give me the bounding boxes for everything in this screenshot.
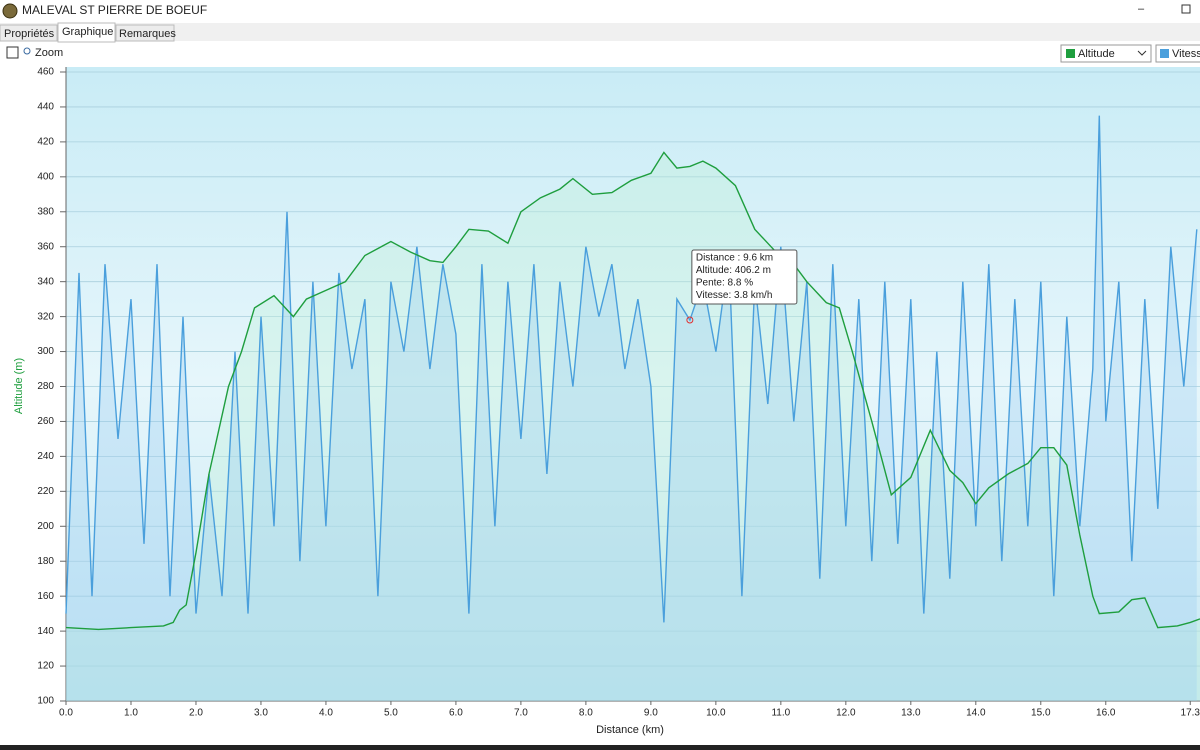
- y-tick-label: 220: [37, 486, 54, 497]
- y-tick-label: 160: [37, 591, 54, 602]
- legend-label: Vitess: [1172, 48, 1200, 60]
- x-tick-label: 0.0: [59, 708, 73, 719]
- y-tick-label: 280: [37, 381, 54, 392]
- x-tick-label: 4.0: [319, 708, 333, 719]
- y-tick-label: 360: [37, 241, 54, 252]
- x-tick-label: 13.0: [901, 708, 921, 719]
- y-tick-label: 460: [37, 67, 54, 78]
- y-tick-label: 180: [37, 556, 54, 567]
- x-tick-label: 12.0: [836, 708, 856, 719]
- tab[interactable]: [115, 24, 175, 42]
- dropdown-arrow: [1137, 50, 1147, 56]
- x-tick-label: 14.0: [966, 708, 986, 719]
- x-tick-label: 16.0: [1096, 708, 1116, 719]
- x-tick-label: 10.0: [706, 708, 726, 719]
- legend-label: Altitude: [1078, 48, 1115, 60]
- title-bar: [0, 0, 1200, 22]
- tab-active[interactable]: [57, 22, 116, 43]
- taskbar-edge: [0, 745, 1200, 750]
- y-tick-label: 320: [37, 311, 54, 322]
- y-tick-label: 440: [37, 102, 54, 113]
- y-tick-label: 300: [37, 346, 54, 357]
- x-axis-label: Distance (km): [596, 724, 664, 736]
- zoom-label: Zoom: [35, 47, 63, 59]
- y-tick-label: 340: [37, 276, 54, 287]
- app-icon: [2, 3, 18, 19]
- x-tick-label: 15.0: [1031, 708, 1051, 719]
- x-tick-label: 11.0: [771, 708, 790, 719]
- tab-strip: [0, 23, 1200, 41]
- y-tick-label: 240: [37, 451, 54, 462]
- minimize-button[interactable]: –: [1138, 3, 1145, 15]
- zoom-icon: [23, 47, 31, 55]
- y-tick-label: 400: [37, 171, 54, 182]
- y-tick-label: 260: [37, 416, 54, 427]
- y-tick-label: 120: [37, 661, 54, 672]
- y-tick-label: 200: [37, 521, 54, 532]
- y-tick-label: 140: [37, 626, 54, 637]
- series-area: [66, 152, 1200, 701]
- tooltip-text: Vitesse: 3.8 km/h: [696, 290, 773, 301]
- legend-dropdown[interactable]: [1060, 44, 1152, 63]
- restore-button[interactable]: [1181, 4, 1191, 14]
- x-tick-label: 2.0: [189, 708, 203, 719]
- y-tick-label: 380: [37, 206, 54, 217]
- series-line: [65, 151, 1200, 631]
- legend-swatch: [1160, 49, 1169, 58]
- tab-label: Propriétés: [4, 28, 55, 40]
- tooltip-text: Distance : 9.6 km: [696, 253, 773, 264]
- tab[interactable]: [0, 24, 58, 42]
- zoom-checkbox[interactable]: [6, 46, 19, 59]
- y-tick-label: 100: [37, 696, 54, 707]
- legend-swatch: [1066, 49, 1075, 58]
- tooltip-box: [691, 249, 798, 305]
- y-axis-label: Altitude (m): [13, 358, 25, 414]
- y-tick-label: 420: [37, 137, 54, 148]
- series-line: [65, 115, 1198, 623]
- window-title: MALEVAL ST PIERRE DE BOEUF: [22, 3, 207, 17]
- x-tick-label: 17.3: [1181, 708, 1200, 719]
- x-tick-label: 7.0: [514, 708, 528, 719]
- tab-label: Remarques: [119, 28, 176, 40]
- x-tick-label: 6.0: [449, 708, 463, 719]
- x-tick-label: 9.0: [644, 708, 658, 719]
- tooltip-text: Pente: 8.8 %: [696, 278, 753, 289]
- tooltip-text: Altitude: 406.2 m: [696, 265, 771, 276]
- x-tick-label: 3.0: [254, 708, 268, 719]
- series-area: [66, 115, 1197, 701]
- x-tick-label: 8.0: [579, 708, 593, 719]
- tab-label: Graphique: [62, 26, 113, 38]
- x-tick-label: 1.0: [124, 708, 138, 719]
- tooltip-marker: [686, 316, 694, 324]
- x-tick-label: 5.0: [384, 708, 398, 719]
